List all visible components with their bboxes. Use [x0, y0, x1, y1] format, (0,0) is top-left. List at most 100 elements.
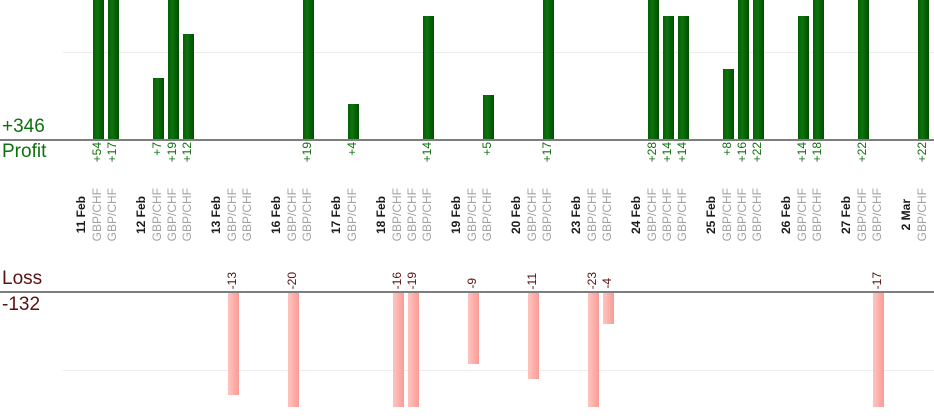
profit-value-label: +17: [540, 142, 555, 163]
profit-total: +346: [2, 116, 45, 137]
profit-value-label: +14: [420, 142, 435, 163]
symbol-label: GBP/CHF: [855, 188, 870, 242]
profit-value-label: +14: [660, 142, 675, 163]
symbol-label: GBP/CHF: [225, 188, 240, 242]
date-label: 24 Feb: [629, 195, 644, 234]
date-label: 17 Feb: [329, 195, 344, 234]
date-label: 13 Feb: [209, 195, 224, 234]
profit-value-label: +18: [810, 142, 825, 163]
profit-bar[interactable]: [168, 0, 179, 139]
symbol-label: GBP/CHF: [675, 188, 690, 242]
loss-bar[interactable]: [873, 293, 884, 407]
profit-value-label: +7: [150, 142, 165, 156]
profit-bar[interactable]: [153, 78, 164, 139]
profit-bar[interactable]: [423, 16, 434, 139]
loss-bar[interactable]: [468, 293, 479, 364]
date-label: 23 Feb: [569, 195, 584, 234]
loss-bar[interactable]: [603, 293, 614, 324]
date-label: 11 Feb: [74, 196, 89, 234]
loss-value-label: -13: [225, 271, 240, 289]
loss-value-label: -19: [405, 271, 420, 289]
symbol-label: GBP/CHF: [405, 188, 420, 242]
profit-value-label: +17: [105, 142, 120, 163]
profit-bar[interactable]: [183, 34, 194, 139]
date-label: 26 Feb: [779, 195, 794, 234]
symbol-label: GBP/CHF: [180, 188, 195, 242]
symbol-label: GBP/CHF: [660, 188, 675, 242]
profit-bar[interactable]: [798, 16, 809, 139]
symbol-label: GBP/CHF: [720, 188, 735, 242]
profit-value-label: +19: [165, 142, 180, 163]
loss-value-label: -17: [870, 271, 885, 289]
profit-value-label: +54: [90, 142, 105, 163]
profit-value-label: +22: [750, 142, 765, 163]
date-label: 12 Feb: [134, 195, 149, 234]
profit-value-label: +28: [645, 142, 660, 163]
profit-value-label: +19: [300, 142, 315, 163]
loss-value-label: -16: [390, 271, 405, 289]
loss-axis-title: Loss: [2, 268, 43, 289]
symbol-label: GBP/CHF: [465, 188, 480, 242]
symbol-label: GBP/CHF: [585, 188, 600, 242]
symbol-label: GBP/CHF: [540, 188, 555, 242]
profit-bar[interactable]: [108, 0, 119, 139]
loss-value-label: -9: [465, 278, 480, 289]
symbol-label: GBP/CHF: [165, 188, 180, 242]
loss-value-label: -11: [525, 272, 540, 289]
date-label: 19 Feb: [449, 195, 464, 234]
date-label: 27 Feb: [839, 195, 854, 234]
profit-value-label: +12: [180, 142, 195, 163]
symbol-label: GBP/CHF: [285, 188, 300, 242]
profit-bar[interactable]: [543, 0, 554, 139]
profit-value-label: +16: [735, 142, 750, 163]
profit-bar[interactable]: [738, 0, 749, 139]
profit-bar[interactable]: [648, 0, 659, 139]
profit-bar[interactable]: [663, 16, 674, 139]
profit-value-label: +22: [915, 142, 930, 163]
symbol-label: GBP/CHF: [480, 188, 495, 242]
profit-bar[interactable]: [813, 0, 824, 139]
symbol-label: GBP/CHF: [90, 188, 105, 242]
profit-bar[interactable]: [678, 16, 689, 139]
loss-value-label: -20: [285, 271, 300, 289]
profit-value-label: +5: [480, 142, 495, 156]
symbol-label: GBP/CHF: [915, 188, 930, 242]
symbol-label: GBP/CHF: [300, 188, 315, 242]
loss-gridline: [63, 370, 934, 371]
profit-bar[interactable]: [753, 0, 764, 139]
profit-bar[interactable]: [303, 0, 314, 139]
profit-bar[interactable]: [483, 95, 494, 139]
loss-bar[interactable]: [228, 293, 239, 395]
loss-value-label: -23: [585, 271, 600, 289]
profit-value-label: +14: [795, 142, 810, 163]
symbol-label: GBP/CHF: [345, 188, 360, 242]
date-label: 20 Feb: [509, 195, 524, 234]
date-label: 25 Feb: [704, 195, 719, 234]
symbol-label: GBP/CHF: [390, 188, 405, 242]
profit-value-label: +8: [720, 142, 735, 156]
symbol-label: GBP/CHF: [240, 188, 255, 242]
profit-bar[interactable]: [348, 104, 359, 139]
loss-bar[interactable]: [393, 293, 404, 407]
symbol-label: GBP/CHF: [645, 188, 660, 242]
symbol-label: GBP/CHF: [810, 188, 825, 242]
date-label: 18 Feb: [374, 195, 389, 234]
profit-bar[interactable]: [723, 69, 734, 139]
loss-bar[interactable]: [288, 293, 299, 407]
profit-bar[interactable]: [918, 0, 929, 139]
loss-baseline: [0, 291, 934, 293]
loss-total: -132: [2, 294, 41, 315]
loss-bar[interactable]: [528, 293, 539, 379]
profit-bar[interactable]: [858, 0, 869, 139]
loss-value-label: -4: [600, 278, 615, 289]
symbol-label: GBP/CHF: [870, 188, 885, 242]
profit-bar[interactable]: [93, 0, 104, 139]
symbol-label: GBP/CHF: [750, 188, 765, 242]
symbol-label: GBP/CHF: [420, 188, 435, 242]
loss-bar[interactable]: [588, 293, 599, 407]
profit-baseline: [0, 139, 934, 141]
date-label: 16 Feb: [269, 195, 284, 234]
profit-value-label: +14: [675, 142, 690, 163]
symbol-label: GBP/CHF: [105, 188, 120, 242]
loss-bar[interactable]: [408, 293, 419, 407]
